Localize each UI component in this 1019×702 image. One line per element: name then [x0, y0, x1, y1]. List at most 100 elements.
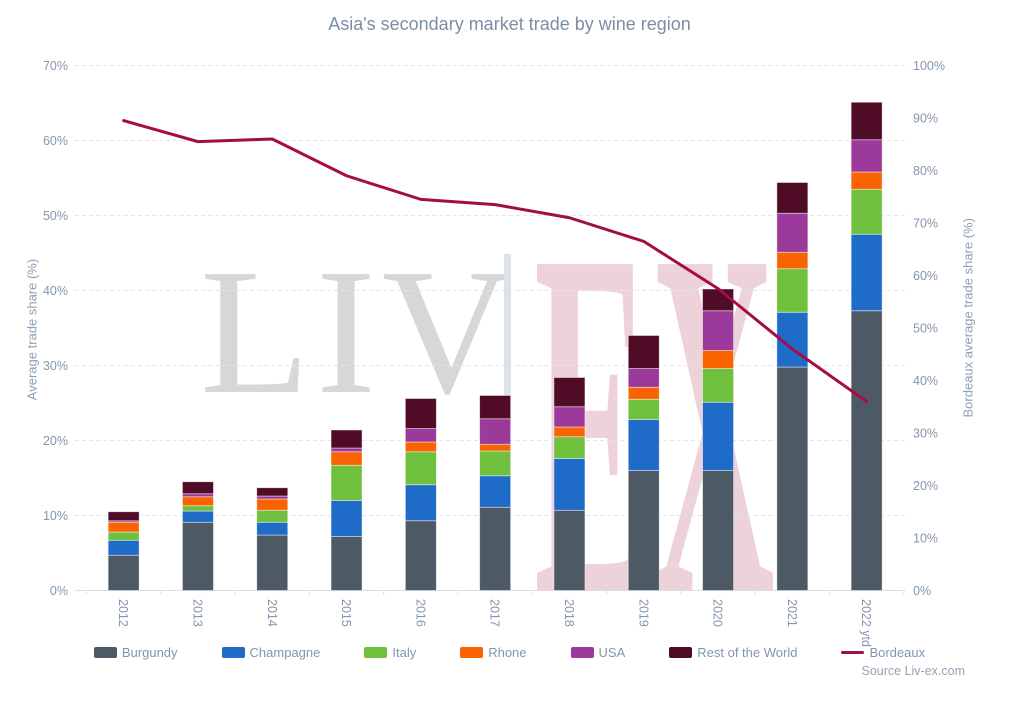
legend-label: Italy [392, 645, 417, 660]
bar-segment-burgundy-2019[interactable] [627, 470, 660, 591]
bar-segment-rest-of-the-world-2019[interactable] [627, 335, 660, 369]
bar-segment-burgundy-2015[interactable] [330, 536, 363, 591]
bar-segment-usa-2013[interactable] [182, 493, 214, 498]
left-axis-tick-label: 70% [43, 59, 68, 73]
bar-segment-rhone-2019[interactable] [627, 386, 660, 400]
bar-segment-rhone-2012[interactable] [107, 521, 140, 533]
chart-title: Asia's secondary market trade by wine re… [328, 14, 691, 34]
legend-swatch-icon [93, 647, 117, 658]
x-axis-label-2020: 2020 [711, 599, 725, 627]
bar-segment-champagne-2015[interactable] [330, 500, 363, 537]
bar-segment-champagne-2017[interactable] [479, 475, 512, 508]
bar-segment-rhone-2016[interactable] [404, 441, 437, 453]
legend-item-usa[interactable]: USA [570, 645, 626, 660]
left-axis-tick-label: 10% [43, 509, 68, 523]
legend-item-rhone[interactable]: Rhone [460, 645, 527, 660]
bar-segment-burgundy-2012[interactable] [107, 554, 140, 591]
right-axis-tick-label: 30% [913, 427, 938, 441]
bar-segment-champagne-2014[interactable] [256, 521, 289, 536]
bordeaux-line[interactable] [122, 119, 869, 403]
left-axis-tick-label: 60% [43, 134, 68, 148]
legend-label: USA [598, 645, 626, 660]
bar-segment-burgundy-2020[interactable] [702, 470, 734, 591]
bar-segment-champagne-2019[interactable] [627, 419, 660, 471]
bar-segment-rest-of-the-world-2018[interactable] [553, 377, 586, 408]
bar-segment-champagne-2012[interactable] [107, 539, 140, 556]
legend-swatch-icon [669, 647, 693, 658]
bar-segment-italy-2021[interactable] [776, 268, 809, 313]
bar-segment-burgundy-2021[interactable] [776, 366, 809, 591]
bar-segment-rest-of-the-world-2020[interactable] [702, 288, 734, 312]
bar-segment-usa-2017[interactable] [479, 418, 512, 445]
legend-item-burgundy[interactable]: Burgundy [93, 645, 178, 660]
bar-segment-italy-2020[interactable] [702, 368, 734, 403]
bar-segment-italy-2022-ytd[interactable] [850, 188, 883, 235]
bar-segment-italy-2015[interactable] [330, 464, 363, 501]
bar-segment-champagne-2018[interactable] [553, 458, 586, 511]
bar-segment-rhone-2022-ytd[interactable] [850, 171, 883, 190]
bar-segment-rest-of-the-world-2014[interactable] [256, 487, 289, 497]
right-axis-tick-label: 60% [913, 269, 938, 283]
bar-segment-rest-of-the-world-2022-ytd[interactable] [850, 101, 883, 141]
bar-segment-italy-2013[interactable] [182, 505, 214, 512]
legend-label: Rhone [488, 645, 527, 660]
bar-segment-rest-of-the-world-2021[interactable] [776, 182, 809, 214]
bar-segment-rhone-2017[interactable] [479, 443, 512, 452]
bar-segment-italy-2014[interactable] [256, 509, 289, 523]
x-axis-label-2019: 2019 [636, 599, 650, 627]
bar-segment-rhone-2021[interactable] [776, 251, 809, 270]
bar-segment-burgundy-2013[interactable] [182, 521, 214, 591]
legend-item-champagne[interactable]: Champagne [221, 645, 320, 660]
bar-segment-rhone-2015[interactable] [330, 451, 363, 466]
legend-label: Burgundy [121, 645, 178, 660]
bar-segment-usa-2019[interactable] [627, 368, 660, 388]
bar-segment-italy-2016[interactable] [404, 451, 437, 486]
bar-segment-rest-of-the-world-2015[interactable] [330, 429, 363, 449]
bar-segment-usa-2020[interactable] [702, 310, 734, 351]
bar-segment-burgundy-2017[interactable] [479, 506, 512, 591]
bar-segment-champagne-2016[interactable] [404, 484, 437, 522]
bar-segment-rhone-2020[interactable] [702, 350, 734, 369]
bar-segment-champagne-2020[interactable] [702, 401, 734, 471]
right-axis-tick-label: 70% [913, 217, 938, 231]
bar-segment-usa-2014[interactable] [256, 495, 289, 500]
bar-segment-italy-2019[interactable] [627, 398, 660, 420]
bar-segment-italy-2018[interactable] [553, 436, 586, 459]
legend-swatch-icon [364, 647, 388, 658]
x-axis-label-2012: 2012 [116, 599, 130, 627]
bar-segment-rest-of-the-world-2013[interactable] [182, 481, 214, 495]
livex-watermark-divider [504, 254, 511, 430]
right-axis-tick-label: 10% [913, 532, 938, 546]
bar-segment-champagne-2013[interactable] [182, 510, 214, 523]
bar-segment-champagne-2022-ytd[interactable] [850, 233, 883, 312]
bar-segment-rest-of-the-world-2016[interactable] [404, 398, 437, 429]
bar-segment-usa-2018[interactable] [553, 406, 586, 428]
bar-segment-burgundy-2018[interactable] [553, 509, 586, 591]
x-axis-label-2022-ytd: 2022 ytd [859, 599, 873, 647]
bar-segment-usa-2015[interactable] [330, 447, 363, 453]
left-axis-title: Average trade share (%) [24, 258, 40, 401]
bar-segment-usa-2016[interactable] [404, 428, 437, 443]
left-axis-tick-label: 20% [43, 434, 68, 448]
legend-item-bordeaux[interactable]: Bordeaux [841, 645, 925, 660]
bar-segment-italy-2017[interactable] [479, 450, 512, 477]
bar-segment-burgundy-2016[interactable] [404, 520, 437, 591]
bar-segment-rest-of-the-world-2012[interactable] [107, 511, 140, 522]
bar-segment-rest-of-the-world-2017[interactable] [479, 395, 512, 420]
bar-segment-rhone-2018[interactable] [553, 426, 586, 438]
bar-segment-burgundy-2022-ytd[interactable] [850, 310, 883, 591]
bar-segment-burgundy-2014[interactable] [256, 534, 289, 591]
bar-segment-italy-2012[interactable] [107, 531, 140, 541]
legend-swatch-icon [221, 647, 245, 658]
left-axis-tick-label: 0% [50, 584, 68, 598]
bar-segment-usa-2021[interactable] [776, 212, 809, 253]
legend-item-italy[interactable]: Italy [364, 645, 416, 660]
bar-segment-usa-2022-ytd[interactable] [850, 139, 883, 173]
x-axis-label-2017: 2017 [488, 599, 502, 627]
bar-segment-rhone-2014[interactable] [256, 498, 289, 511]
left-axis-tick-label: 30% [43, 359, 68, 373]
right-axis-tick-label: 100% [913, 59, 945, 73]
legend-item-rest-of-the-world[interactable]: Rest of the World [669, 645, 797, 660]
bar-segment-rhone-2013[interactable] [182, 496, 214, 507]
